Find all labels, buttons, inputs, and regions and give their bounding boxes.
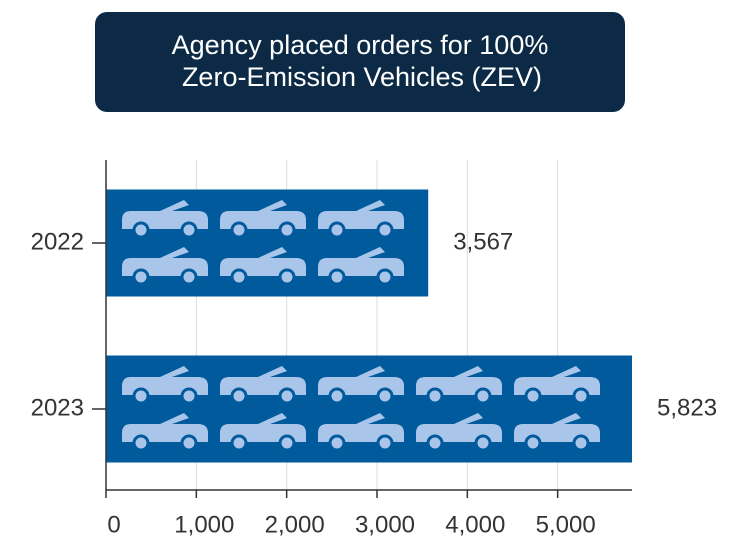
car-wheel: [376, 221, 394, 239]
car-wheel: [376, 387, 394, 405]
car-icon: [318, 413, 404, 452]
car-wheel: [278, 387, 296, 405]
car-body: [122, 413, 208, 442]
car-wheel: [230, 268, 248, 286]
car-body: [220, 200, 306, 229]
car-icon: [122, 200, 208, 239]
car-wheel: [278, 268, 296, 286]
x-tick-label: 2,000: [265, 511, 325, 538]
car-wheel: [180, 434, 198, 452]
car-wheel: [524, 387, 542, 405]
x-tick-label: 5,000: [536, 511, 596, 538]
car-body: [122, 200, 208, 229]
car-body: [514, 366, 600, 395]
x-tick-label: 1,000: [174, 511, 234, 538]
car-wheel: [278, 434, 296, 452]
car-body: [416, 366, 502, 395]
chart-title: Agency placed orders for 100%: [172, 30, 549, 60]
car-wheel: [132, 387, 150, 405]
car-wheel: [180, 268, 198, 286]
car-icon: [220, 413, 306, 452]
car-wheel: [180, 387, 198, 405]
car-icon: [514, 366, 600, 405]
car-wheel: [426, 434, 444, 452]
car-icon: [318, 247, 404, 286]
car-wheel: [524, 434, 542, 452]
car-body: [318, 200, 404, 229]
car-icon: [514, 413, 600, 452]
car-wheel: [572, 434, 590, 452]
x-tick-label: 0: [107, 511, 120, 538]
car-icon: [220, 200, 306, 239]
car-wheel: [230, 434, 248, 452]
value-label: 5,823: [657, 394, 717, 421]
car-body: [318, 413, 404, 442]
car-wheel: [328, 221, 346, 239]
car-wheel: [572, 387, 590, 405]
car-icon: [318, 200, 404, 239]
x-tick-label: 4,000: [445, 511, 505, 538]
x-tick-label: 3,000: [355, 511, 415, 538]
car-icon: [122, 413, 208, 452]
car-wheel: [230, 387, 248, 405]
value-label: 3,567: [453, 228, 513, 255]
car-body: [318, 366, 404, 395]
car-wheel: [376, 268, 394, 286]
car-wheel: [132, 221, 150, 239]
chart-title: Zero-Emission Vehicles (ZEV): [182, 62, 542, 92]
car-wheel: [328, 387, 346, 405]
car-icon: [416, 413, 502, 452]
car-icon: [220, 247, 306, 286]
car-wheel: [474, 434, 492, 452]
car-wheel: [132, 434, 150, 452]
car-body: [318, 247, 404, 276]
car-wheel: [132, 268, 150, 286]
car-body: [514, 413, 600, 442]
car-wheel: [328, 434, 346, 452]
car-wheel: [376, 434, 394, 452]
car-wheel: [328, 268, 346, 286]
car-body: [220, 247, 306, 276]
car-icon: [122, 366, 208, 405]
car-wheel: [180, 221, 198, 239]
car-wheel: [278, 221, 296, 239]
car-body: [220, 366, 306, 395]
car-body: [416, 413, 502, 442]
title-box: [95, 12, 625, 112]
car-icon: [416, 366, 502, 405]
y-tick-label: 2023: [31, 394, 84, 421]
car-body: [122, 366, 208, 395]
car-wheel: [426, 387, 444, 405]
car-icon: [122, 247, 208, 286]
car-wheel: [230, 221, 248, 239]
car-body: [220, 413, 306, 442]
car-icon: [220, 366, 306, 405]
car-wheel: [474, 387, 492, 405]
car-icon: [318, 366, 404, 405]
y-tick-label: 2022: [31, 228, 84, 255]
car-body: [122, 247, 208, 276]
